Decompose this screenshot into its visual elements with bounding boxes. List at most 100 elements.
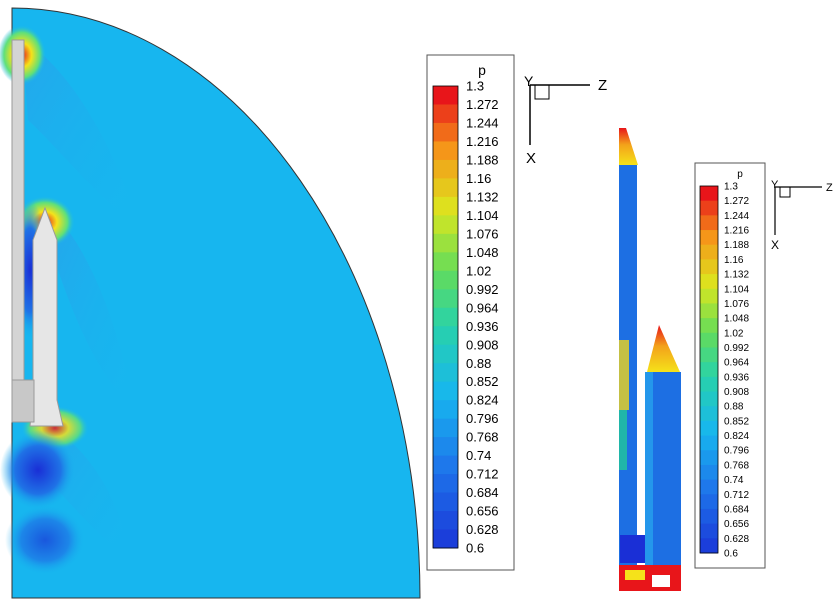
legend-small-tick-label: 0.796 [724,446,749,457]
legend-main-tick-label: 0.824 [466,393,499,408]
legend-main-swatch [433,289,458,309]
legend-small-swatch [700,494,718,510]
legend-small-swatch [700,244,718,260]
axis-triad-small: Y Z X [771,179,833,252]
legend-small-tick-label: 0.88 [724,402,744,413]
legend-small-swatch [700,420,718,437]
legend-main-tick-label: 0.6 [466,541,484,556]
colorbar-legend-main: p 1.3 1.272 1.244 1.216 1.188 1.16 1.132 1.104 1… [426,54,515,571]
legend-main-swatch [433,326,458,346]
legend-small-swatch [700,479,718,495]
axis-label-x: X [526,150,536,167]
legend-main-swatch [433,233,458,253]
fin [11,379,35,423]
axis-label-y-small: Y [771,179,779,191]
legend-main-swatch [433,215,458,235]
legend-small-tick-label: 0.824 [724,431,749,442]
legend-small-tick-label: 0.684 [724,504,749,515]
legend-main-swatch [433,455,458,475]
main-contour-plot [0,7,421,599]
legend-main-tick-label: 1.132 [466,189,499,204]
legend-small-swatch [700,230,718,246]
legend-main-tick-label: 0.768 [466,430,499,445]
legend-main-swatch [433,196,458,216]
legend-small-swatch [700,508,718,525]
legend-main-swatch [433,511,458,531]
legend-main-tick-label: 0.908 [466,337,499,352]
side-rod-nose [619,128,638,165]
legend-small-tick-label: 1.104 [724,284,749,295]
legend-small-swatch [700,450,718,466]
legend-small-swatch [700,362,718,378]
axis-label-z: Z [598,77,607,94]
legend-small-tick-label: 0.628 [724,534,749,545]
legend-small-tick-label: 0.852 [724,416,749,427]
legend-main-tick-label: 1.3 [466,79,484,94]
side-booster-lowband [645,372,653,570]
legend-variable-label-small: p [737,169,743,180]
legend-small-swatch [700,538,718,554]
legend-small-swatch [700,347,718,363]
legend-main-swatch [433,122,458,142]
side-rod-highlight [619,340,629,410]
legend-small-swatch [700,318,718,334]
legend-small-swatch [700,391,718,407]
flow-field-domain [11,7,421,599]
legend-small-tick-label: 0.964 [724,358,749,369]
legend-small-swatch [700,523,718,539]
side-rod-green-band [619,410,627,470]
legend-small-tick-label: 0.992 [724,343,749,354]
legend-small-tick-label: 1.3 [724,182,738,193]
legend-small-swatch [700,464,718,481]
legend-main-swatch [433,363,458,383]
legend-main-tick-label: 0.684 [466,485,499,500]
legend-main-tick-label: 1.272 [466,97,499,112]
legend-main-swatch [433,474,458,494]
legend-small-swatch [700,332,718,348]
legend-main-tick-label: 1.16 [466,171,491,186]
shock-plume-middle [55,215,135,410]
legend-small-tick-label: 1.132 [724,270,749,281]
legend-small-tick-label: 1.16 [724,255,744,266]
legend-main-tick-label: 1.076 [466,226,499,241]
legend-main-swatch [433,270,458,290]
legend-small-swatch [700,186,718,202]
legend-main-swatch [433,492,458,512]
legend-variable-label: p [478,62,486,78]
legend-main-swatch [433,381,458,401]
legend-main-tick-label: 0.628 [466,522,499,537]
legend-main-tick-label: 0.796 [466,411,499,426]
legend-small-swatch [700,288,718,304]
legend-small-tick-label: 1.244 [724,211,749,222]
legend-small-tick-label: 1.02 [724,328,744,339]
legend-small-tick-label: 1.076 [724,299,749,310]
low-pressure-region-base [0,430,76,510]
legend-small-swatch [700,200,718,216]
shock-plume-upper [22,40,140,230]
axis-label-z-small: Z [826,182,833,194]
legend-main-swatch [433,400,458,420]
legend-main-swatch [433,307,458,327]
side-view-contour-plot [619,128,681,591]
legend-small-tick-label: 0.936 [724,372,749,383]
legend-small-tick-label: 0.908 [724,387,749,398]
legend-main-tick-label: 0.936 [466,319,499,334]
legend-main-swatch [433,344,458,364]
main-body-left [11,39,25,421]
legend-main-tick-label: 0.964 [466,300,499,315]
legend-main-tick-label: 0.712 [466,467,499,482]
legend-main-tick-label: 1.104 [466,208,499,223]
legend-main-swatch [433,141,458,161]
legend-main-tick-label: 0.992 [466,282,499,297]
legend-small-swatch [700,215,718,231]
legend-small-tick-label: 0.768 [724,460,749,471]
legend-main-tick-label: 1.188 [466,152,499,167]
legend-small-swatch [700,274,718,290]
legend-small-tick-label: 1.048 [724,314,749,325]
side-booster-nose [647,325,680,372]
legend-small-tick-label: 1.272 [724,196,749,207]
legend-main-tick-label: 0.88 [466,356,491,371]
legend-main-swatch [433,529,458,549]
legend-main-tick-label: 0.656 [466,504,499,519]
